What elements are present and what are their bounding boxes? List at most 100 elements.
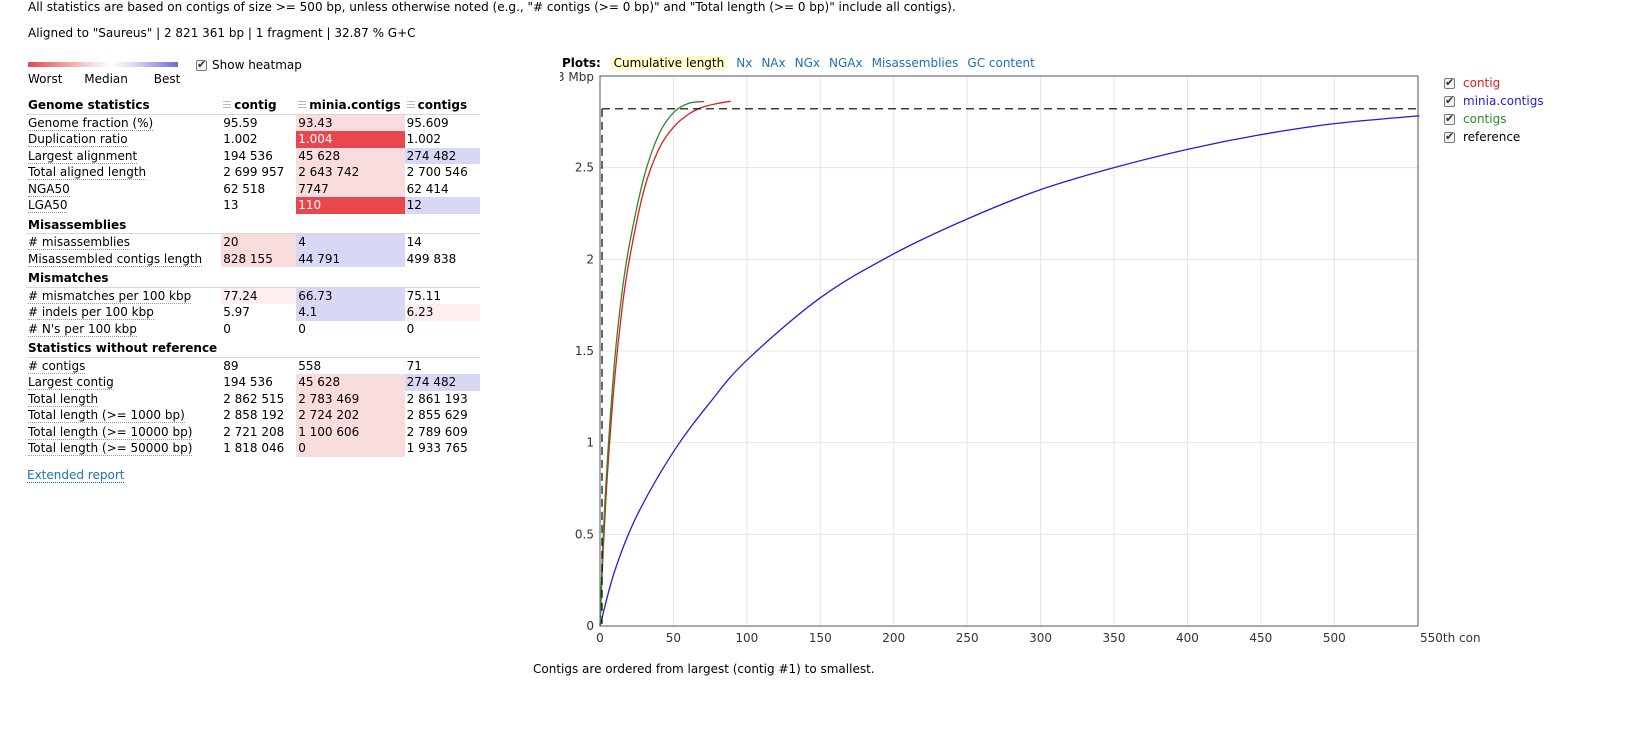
metric-value: 2 855 629 bbox=[406, 408, 468, 423]
table-row: Duplication ratio 1.002 1.004 1.002 bbox=[26, 131, 480, 148]
checkbox-icon[interactable] bbox=[196, 58, 207, 71]
drag-handle-icon[interactable] bbox=[406, 101, 415, 111]
metric-label[interactable]: LGA50 bbox=[28, 198, 68, 214]
table-row: # contigs 89 558 71 bbox=[26, 357, 480, 374]
metric-label[interactable]: # misassemblies bbox=[28, 235, 130, 251]
heatmap-median-label: Median bbox=[84, 72, 128, 86]
metric-value: 20 bbox=[221, 233, 297, 251]
heatmap-best-label: Best bbox=[153, 72, 181, 86]
x-tick-label: 350 bbox=[1103, 631, 1126, 645]
metric-label[interactable]: Total length (>= 10000 bp) bbox=[28, 424, 193, 440]
x-tick-label: 150 bbox=[809, 631, 832, 645]
x-axis-end-label: 550th contig bbox=[1420, 631, 1480, 645]
metric-value: 2 861 193 bbox=[406, 391, 468, 406]
metric-value: 110 bbox=[296, 197, 405, 214]
metric-value: 95.59 bbox=[223, 115, 258, 130]
x-tick-label: 50 bbox=[666, 631, 681, 645]
metric-label[interactable]: Genome fraction (%) bbox=[28, 115, 154, 131]
plot-tab[interactable]: NGAx bbox=[829, 56, 863, 70]
metric-value: 89 bbox=[223, 358, 239, 373]
metric-value: 2 783 469 bbox=[296, 390, 405, 407]
table-row: # N's per 100 kbp 0 0 0 bbox=[26, 321, 480, 338]
column-header-label: contig bbox=[234, 98, 277, 113]
cumulative-length-chart: 0 50 100 150 200 250 300 350 400 450 500 550th cont… bbox=[560, 72, 1480, 645]
plot-frame bbox=[599, 75, 1419, 627]
metric-label[interactable]: # indels per 100 kbp bbox=[28, 305, 154, 321]
drag-handle-icon[interactable] bbox=[223, 101, 232, 111]
x-tick-label: 500 bbox=[1323, 631, 1346, 645]
x-tick-label: 400 bbox=[1176, 631, 1199, 645]
plots-nav: Plots: Cumulative length Nx NAx NGx NGAx Misa… bbox=[562, 56, 1044, 70]
metric-label[interactable]: # mismatches per 100 kbp bbox=[28, 288, 192, 304]
metric-value: 1 100 606 bbox=[296, 423, 405, 440]
legend-item[interactable]: contig bbox=[1444, 74, 1544, 92]
metric-label[interactable]: Largest contig bbox=[28, 375, 114, 391]
drag-handle-icon[interactable] bbox=[298, 101, 307, 111]
metric-label[interactable]: Total length bbox=[28, 391, 99, 407]
table-row: # indels per 100 kbp 5.97 4.1 6.23 bbox=[26, 304, 480, 321]
y-tick-label: 1.5 bbox=[575, 344, 594, 358]
metric-value: 4 bbox=[296, 233, 405, 251]
show-heatmap-label: Show heatmap bbox=[212, 58, 302, 72]
plot-tab[interactable]: NAx bbox=[761, 56, 786, 70]
metric-value: 77.24 bbox=[221, 287, 297, 304]
statistics-note: All statistics are based on contigs of s… bbox=[28, 0, 956, 14]
checkbox-icon[interactable] bbox=[1444, 94, 1455, 107]
column-header-label: minia.contigs bbox=[309, 98, 401, 113]
legend-item[interactable]: contigs bbox=[1444, 110, 1544, 128]
plot-tab[interactable]: GC content bbox=[967, 56, 1035, 70]
x-tick-label: 100 bbox=[735, 631, 758, 645]
metric-label[interactable]: NGA50 bbox=[28, 181, 70, 197]
metric-value: 45 628 bbox=[296, 374, 405, 391]
y-tick-label: 2 bbox=[586, 252, 594, 266]
metric-value: 71 bbox=[406, 358, 422, 373]
table-row: Total aligned length 2 699 957 2 643 742 2 … bbox=[26, 164, 480, 181]
legend-label: contig bbox=[1463, 76, 1501, 90]
metric-label[interactable]: Largest alignment bbox=[28, 148, 138, 164]
show-heatmap-toggle[interactable]: Show heatmap bbox=[196, 58, 302, 72]
checkbox-icon[interactable] bbox=[1444, 112, 1455, 125]
legend-label: contigs bbox=[1463, 112, 1507, 126]
column-header-label: contigs bbox=[417, 98, 468, 113]
checkbox-icon[interactable] bbox=[1444, 76, 1455, 89]
heatmap-legend: Worst Median Best bbox=[28, 72, 198, 86]
metric-value: 13 bbox=[223, 198, 239, 213]
metric-label[interactable]: Total length (>= 50000 bp) bbox=[28, 441, 193, 457]
y-tick-label: 2.5 bbox=[575, 161, 594, 175]
legend-item[interactable]: reference bbox=[1444, 128, 1544, 146]
legend-item[interactable]: minia.contigs bbox=[1444, 92, 1544, 110]
metric-label[interactable]: Misassembled contigs length bbox=[28, 251, 203, 267]
plot-tab[interactable]: Misassemblies bbox=[871, 56, 959, 70]
metric-label[interactable]: Total length (>= 1000 bp) bbox=[28, 408, 185, 424]
metric-value: 14 bbox=[406, 235, 422, 250]
metric-value: 2 643 742 bbox=[296, 164, 405, 181]
x-tick-label: 300 bbox=[1029, 631, 1052, 645]
plot-tab[interactable]: Nx bbox=[736, 56, 753, 70]
metric-label[interactable]: Duplication ratio bbox=[28, 132, 128, 148]
plot-tab[interactable]: NGx bbox=[794, 56, 820, 70]
extended-report-link[interactable]: Extended report bbox=[27, 468, 125, 483]
column-header[interactable]: contig bbox=[221, 97, 297, 115]
metric-label[interactable]: # contigs bbox=[28, 358, 86, 374]
table-row: Largest alignment 194 536 45 628 274 482 bbox=[26, 147, 480, 164]
plot-tab[interactable]: Cumulative length bbox=[610, 56, 728, 70]
column-header[interactable]: minia.contigs bbox=[296, 97, 405, 115]
column-header[interactable]: contigs bbox=[404, 97, 480, 115]
table-row: Total length (>= 1000 bp) 2 858 192 2 724 … bbox=[26, 407, 480, 424]
table-row: # mismatches per 100 kbp 77.24 66.73 75.11 bbox=[26, 287, 480, 304]
metric-value: 2 699 957 bbox=[223, 165, 285, 180]
metric-value: 7747 bbox=[296, 180, 405, 197]
metric-value: 274 482 bbox=[404, 147, 480, 164]
metric-value: 1 933 765 bbox=[406, 441, 468, 456]
metric-value: 1.002 bbox=[223, 132, 258, 147]
checkbox-icon[interactable] bbox=[1444, 130, 1455, 143]
group-title: Statistics without reference bbox=[26, 337, 222, 358]
metric-value: 75.11 bbox=[406, 288, 441, 303]
metric-value: 45 628 bbox=[296, 147, 405, 164]
metric-label[interactable]: Total aligned length bbox=[28, 165, 147, 181]
table-row: # misassemblies 20 4 14 bbox=[26, 233, 480, 251]
table-row: Genome fraction (%) 95.59 93.43 95.609 bbox=[26, 114, 480, 131]
metric-label[interactable]: # N's per 100 kbp bbox=[28, 321, 137, 337]
series-legend: contig minia.contigs contigs reference bbox=[1444, 74, 1544, 146]
metric-value: 0 bbox=[298, 321, 306, 336]
